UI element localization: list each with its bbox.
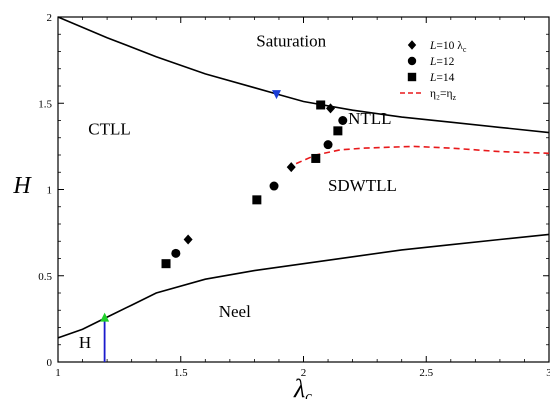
x-axis-label-main: λ xyxy=(293,374,305,399)
y-tick-label: 1 xyxy=(47,185,53,197)
point-L12 xyxy=(338,116,348,125)
y-tick-label: 0.5 xyxy=(38,271,52,283)
point-L10 xyxy=(183,234,193,245)
lower-boundary-line xyxy=(57,233,550,339)
x-axis-label-sub: c xyxy=(305,389,312,399)
x-tick-label: 3 xyxy=(546,367,550,379)
plot-frame xyxy=(57,16,550,363)
x-tick-label: 1.5 xyxy=(174,367,188,379)
legend-label-L14: L=14 xyxy=(429,72,455,84)
y-axis-label: H xyxy=(12,173,32,199)
point-L10 xyxy=(326,103,336,114)
y-tick-label: 2 xyxy=(47,12,53,24)
region-label-neel: Neel xyxy=(219,302,251,321)
legend-marker-diamond xyxy=(407,40,417,50)
region-label-h: H xyxy=(79,333,91,352)
point-L14 xyxy=(316,100,326,110)
legend-marker-square xyxy=(407,72,417,82)
x-tick-label: 2 xyxy=(301,367,307,379)
y-tick-label: 1.5 xyxy=(38,98,52,110)
legend-label-eta: η₂=ηz xyxy=(430,88,457,102)
legend: L=10 λc L=12 L=14 η₂=ηz xyxy=(400,40,467,102)
x-tick-label: 1 xyxy=(55,367,61,379)
point-L14 xyxy=(311,153,321,163)
point-L12 xyxy=(269,181,279,191)
point-L14 xyxy=(161,259,171,269)
eta-line-line xyxy=(295,145,550,165)
legend-label-L10: L=10 λc xyxy=(429,40,467,54)
point-L12 xyxy=(323,140,333,150)
region-label-sdwtll: SDWTLL xyxy=(328,176,397,195)
region-label-ntll: NTLL xyxy=(348,109,391,128)
blue-triangle-marker xyxy=(271,90,281,100)
point-L12 xyxy=(171,248,181,258)
x-tick-label: 2.5 xyxy=(419,367,433,379)
x-axis-label: λc xyxy=(293,374,312,399)
upper-boundary-line xyxy=(57,16,550,134)
legend-label-L12: L=12 xyxy=(429,56,455,68)
point-L14 xyxy=(333,126,343,136)
point-L10 xyxy=(286,162,296,173)
region-label-ctll: CTLL xyxy=(88,119,131,138)
green-triangle-marker xyxy=(100,312,110,322)
point-L14 xyxy=(252,195,262,205)
region-label-saturation: Saturation xyxy=(256,31,326,50)
legend-marker-circle xyxy=(407,56,417,66)
y-tick-label: 0 xyxy=(47,357,53,369)
